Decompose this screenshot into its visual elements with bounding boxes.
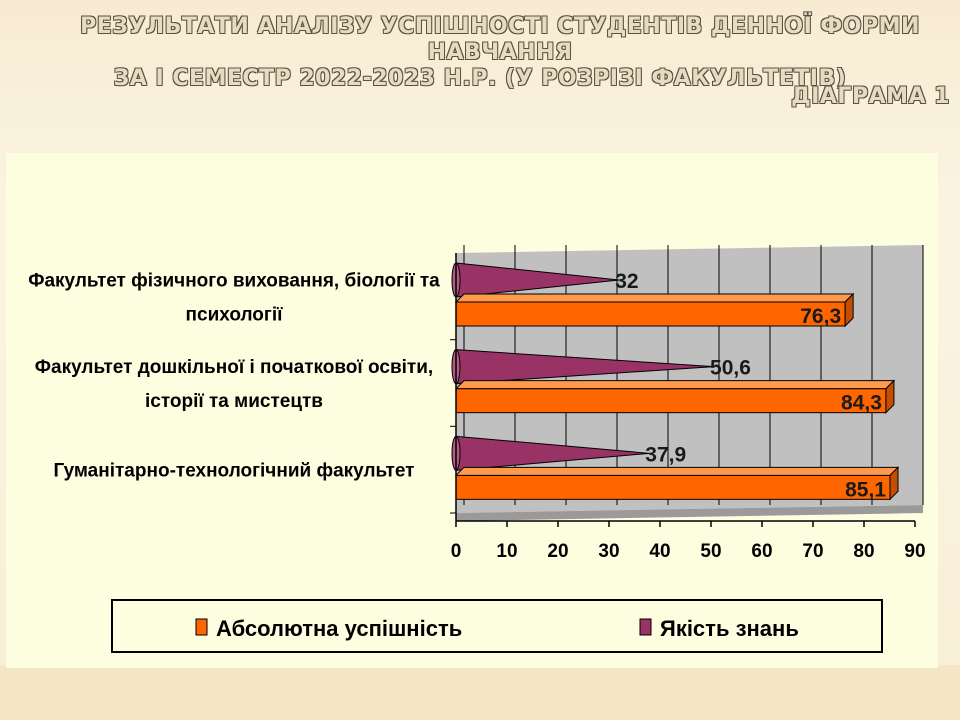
data-labels: 32 76,3 50,6 84,3 37,9 85,1: [615, 270, 886, 501]
bar-absolute-success: [455, 301, 846, 327]
bar-side-face: [885, 379, 895, 414]
chart-panel: 32 76,3 50,6 84,3 37,9 85,1 Факультет фізично…: [6, 153, 938, 668]
x-tick-label: 10: [496, 541, 517, 562]
category-label: Факультет фізичного виховання, біології …: [28, 270, 440, 291]
category-label: історії та мистецтв: [145, 391, 323, 412]
data-label-knowledge-quality: 50,6: [710, 357, 751, 380]
slide-title-line1: РЕЗУЛЬТАТИ АНАЛІЗУ УСПІШНОСТІ СТУДЕНТІВ …: [80, 14, 920, 65]
x-tick-label: 30: [598, 541, 619, 562]
slide-title: РЕЗУЛЬТАТИ АНАЛІЗУ УСПІШНОСТІ СТУДЕНТІВ …: [0, 14, 960, 92]
legend-box: [111, 599, 883, 653]
slide-bottom-band: [0, 665, 960, 720]
legend-entry-knowledge-quality: Якість знань: [660, 616, 799, 641]
bar-side-face: [844, 292, 854, 328]
x-tick-label: 80: [853, 541, 874, 562]
x-tick-label: 0: [451, 541, 462, 562]
x-tick-labels: 0 10 20 30 40 50 60 70 80 90: [451, 541, 926, 562]
x-tick-label: 20: [547, 541, 568, 562]
legend-entry-absolute-success: Абсолютна успішність: [216, 616, 462, 641]
data-label-absolute-success: 85,1: [845, 478, 886, 501]
diagram-number-label: ДІАГРАМА 1: [791, 84, 950, 109]
data-label-knowledge-quality: 32: [615, 270, 638, 293]
series-marks: [451, 262, 900, 501]
bar-top-face: [454, 380, 896, 390]
category-labels: Факультет фізичного виховання, біології …: [28, 270, 440, 481]
data-label-knowledge-quality: 37,9: [645, 443, 686, 466]
bar-top-face: [454, 293, 855, 303]
bar-absolute-success: [455, 388, 887, 414]
x-tick-label: 60: [751, 541, 772, 562]
bar-chart: 32 76,3 50,6 84,3 37,9 85,1 Факультет фізично…: [28, 245, 926, 653]
category-label: Гуманітарно-технологічний факультет: [54, 461, 415, 482]
slide-title-line2: ЗА І СЕМЕСТР 2022-2023 Н.Р. (У РОЗРІЗІ Ф…: [113, 66, 847, 91]
bar-side-face: [889, 466, 899, 501]
bar-top-face: [454, 466, 900, 476]
plot-floor: [456, 505, 923, 521]
category-label: психології: [186, 304, 284, 325]
legend-swatch-knowledge-quality: [639, 618, 652, 636]
data-label-absolute-success: 84,3: [841, 392, 882, 415]
data-label-absolute-success: 76,3: [800, 305, 841, 328]
category-label: Факультет дошкільної і початкової освіти…: [35, 357, 433, 378]
legend-swatch-absolute-success: [195, 618, 208, 636]
x-tick-label: 90: [904, 541, 925, 562]
x-tick-label: 70: [802, 541, 823, 562]
x-tick-label: 40: [649, 541, 670, 562]
x-tick-label: 50: [700, 541, 721, 562]
legend: Абсолютна успішність Якість знань: [111, 599, 883, 653]
bar-absolute-success: [455, 474, 891, 500]
axes: [450, 253, 915, 522]
